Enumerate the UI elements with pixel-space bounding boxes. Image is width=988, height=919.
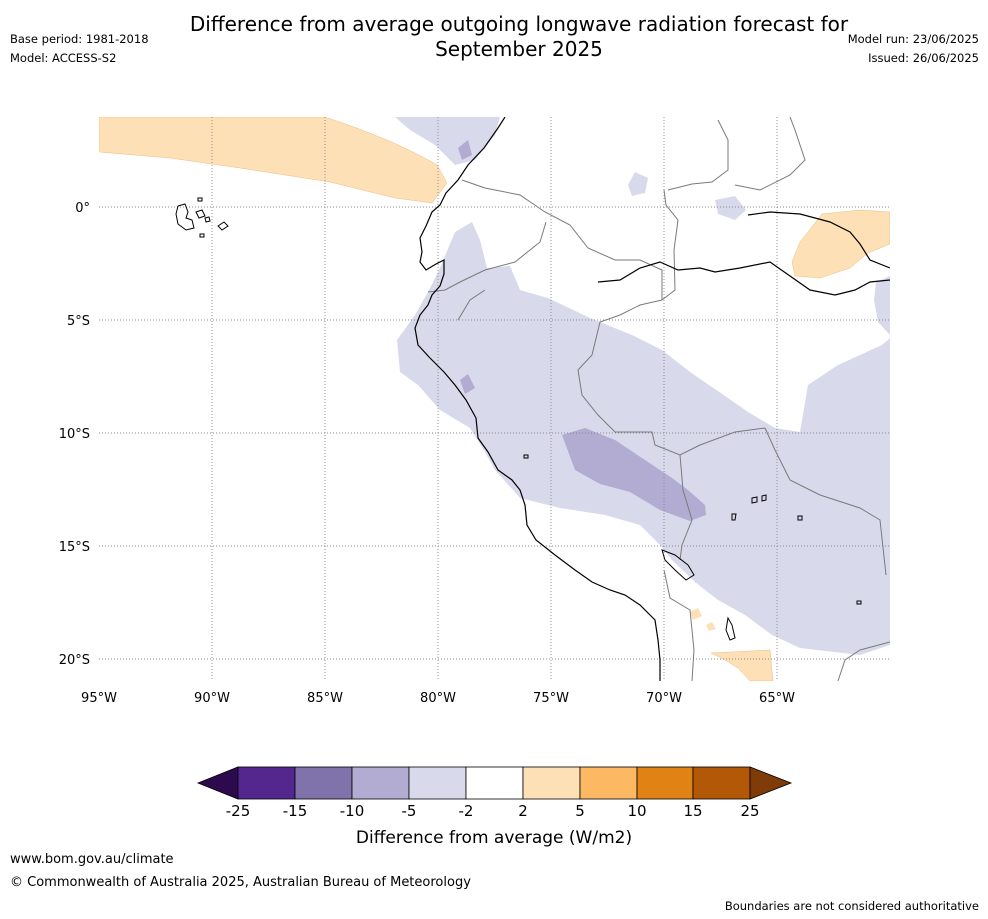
issued-text: Issued: 26/06/2025 <box>868 51 979 65</box>
anomaly-region-positive-bolivia <box>710 649 774 681</box>
anomaly-region-negative-north <box>395 117 500 165</box>
lon-label-85w: 85°W <box>307 691 343 706</box>
lon-label-65w: 65°W <box>759 691 795 706</box>
model-text: Model: ACCESS-S2 <box>10 51 117 65</box>
colorbar-segment <box>636 766 694 800</box>
island-san-cristobal <box>217 221 229 231</box>
anomaly-region-strong-negative-peru <box>562 428 706 521</box>
footer-disclaimer: Boundaries are not considered authoritat… <box>724 899 979 913</box>
anomaly-region-positive-pacific <box>99 117 448 204</box>
colorbar-tick-label: 25 <box>740 802 759 820</box>
coastlines <box>414 117 890 681</box>
anomaly-region-strong-negative-small <box>460 374 475 394</box>
island-santa-cruz <box>195 209 206 219</box>
colorbar-segment <box>351 766 410 800</box>
border-peru-bolivia <box>679 454 693 561</box>
colorbar-segment <box>579 766 638 800</box>
colorbar-tick-label: 15 <box>683 802 702 820</box>
title-line-1: Difference from average outgoing longwav… <box>189 12 849 36</box>
colorbar-extend-high <box>749 766 793 800</box>
lake-small-4 <box>797 515 803 521</box>
lat-label-15s: 15°S <box>59 540 90 555</box>
lake-small-3 <box>731 513 737 521</box>
island-small-2 <box>199 233 205 238</box>
footer-copyright: © Commonwealth of Australia 2025, Austra… <box>10 875 471 890</box>
lat-label-0: 0° <box>75 201 90 216</box>
colorbar-segment <box>522 766 581 800</box>
colorbar-tick-label: -5 <box>402 802 417 820</box>
lon-label-70w: 70°W <box>646 691 682 706</box>
colorbar: -25 -15 -10 -5 -2 2 5 10 15 25 Differenc… <box>196 766 793 848</box>
lakes <box>523 454 862 641</box>
anomaly-region-strong-negative-north <box>458 140 472 160</box>
colorbar-tick-label: 5 <box>575 802 585 820</box>
colorbar-tick-label: -25 <box>226 802 251 820</box>
lon-label-95w: 95°W <box>81 691 117 706</box>
anomaly-shading <box>99 117 890 681</box>
anomaly-region-positive-small-1 <box>690 608 702 620</box>
colorbar-tick-label: 2 <box>518 802 528 820</box>
lake-small-2 <box>761 494 767 502</box>
island-small-1 <box>197 197 203 202</box>
graticule <box>99 117 890 681</box>
lake-small-1 <box>751 496 758 504</box>
border-guyana <box>734 117 806 191</box>
anomaly-region-positive-small-2 <box>706 622 716 631</box>
border-bolivia-brazil <box>764 427 887 576</box>
lon-label-90w: 90°W <box>194 691 230 706</box>
model-run-text: Model run: 23/06/2025 <box>847 32 979 46</box>
anomaly-region-negative-small-b <box>715 196 746 220</box>
anomaly-region-negative-small-a <box>628 172 648 196</box>
galapagos-islands <box>175 197 229 238</box>
lat-label-5s: 5°S <box>67 314 90 329</box>
colorbar-tick-label: -2 <box>459 802 474 820</box>
border-peru-brazil-north <box>457 289 486 321</box>
border-chile-bolivia <box>663 569 695 681</box>
border-peru-brazil <box>577 299 766 456</box>
border-paraguay <box>837 641 890 681</box>
colorbar-tick-label: -15 <box>283 802 308 820</box>
anomaly-region-negative-main <box>397 222 890 655</box>
border-ecuador-peru <box>427 221 547 293</box>
colorbar-segment <box>692 766 751 800</box>
lake-poopo <box>725 616 736 641</box>
lake-small-6 <box>523 454 529 459</box>
title-line-2: September 2025 <box>435 37 603 61</box>
border-brazil-venezuela <box>661 189 679 301</box>
lat-label-10s: 10°S <box>59 427 90 442</box>
lon-label-75w: 75°W <box>533 691 569 706</box>
lon-label-80w: 80°W <box>420 691 456 706</box>
anomaly-region-positive-guyana <box>791 209 890 279</box>
lat-label-20s: 20°S <box>59 653 90 668</box>
base-period-text: Base period: 1981-2018 <box>10 32 149 46</box>
colorbar-tick-label: -10 <box>340 802 365 820</box>
lake-small-5 <box>856 600 862 605</box>
island-small-3 <box>204 216 211 223</box>
map-title: Difference from average outgoing longwav… <box>0 12 988 62</box>
lake-titicaca <box>661 549 695 581</box>
colorbar-segment <box>465 766 524 800</box>
colorbar-segment <box>408 766 467 800</box>
colorbar-extend-low <box>196 766 239 800</box>
colorbar-segment <box>237 766 296 800</box>
coastline-west-south-america <box>414 117 661 681</box>
colorbar-segment <box>294 766 353 800</box>
border-venezuela-east <box>667 119 729 191</box>
coastline-guyana <box>747 211 890 269</box>
footer-url: www.bom.gov.au/climate <box>10 852 174 867</box>
coastline-north-caribbean <box>597 261 890 296</box>
colorbar-label: Difference from average (W/m2) <box>356 828 632 848</box>
colorbar-tick-label: 10 <box>627 802 646 820</box>
island-isabela <box>175 203 195 231</box>
